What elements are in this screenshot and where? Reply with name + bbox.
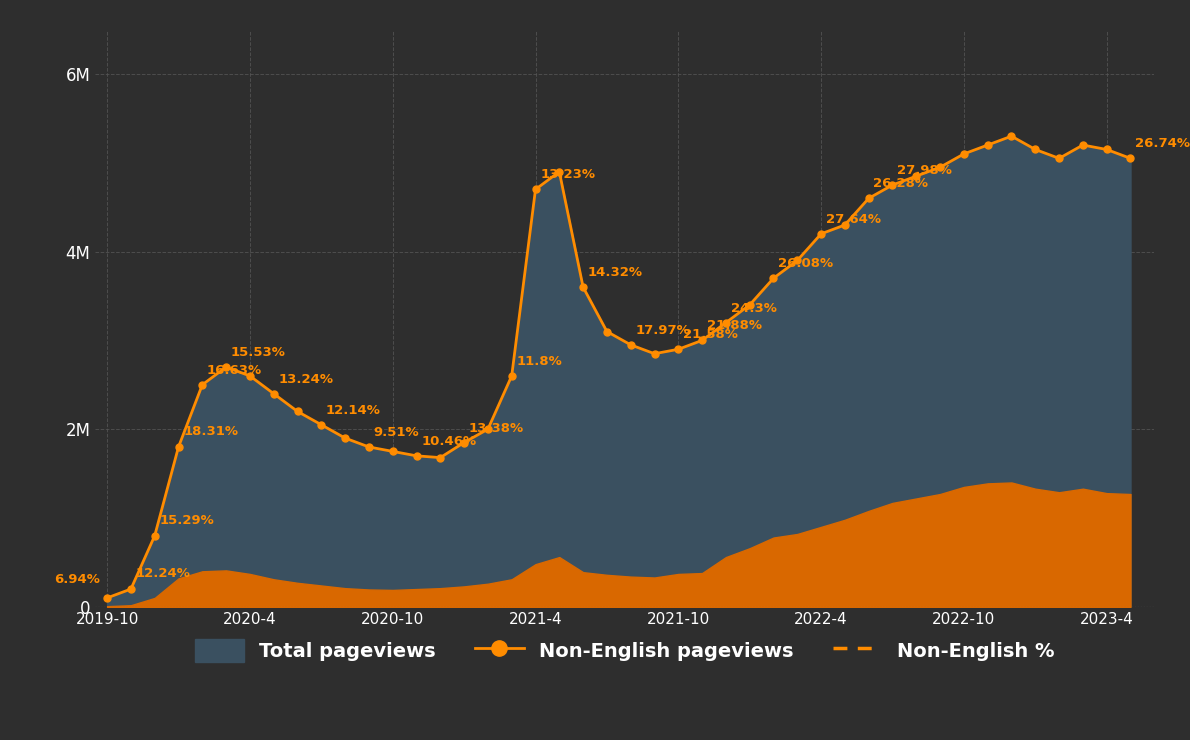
Text: 26.08%: 26.08% (778, 258, 833, 270)
Text: 9.51%: 9.51% (374, 426, 419, 439)
Text: 21.58%: 21.58% (683, 329, 738, 341)
Text: 12.24%: 12.24% (136, 567, 190, 580)
Text: 6.94%: 6.94% (54, 574, 100, 586)
Text: 12.14%: 12.14% (326, 404, 381, 417)
Text: 16.63%: 16.63% (207, 364, 262, 377)
Text: 15.53%: 15.53% (231, 346, 286, 359)
Text: 13.24%: 13.24% (278, 373, 333, 386)
Text: 11.8%: 11.8% (516, 355, 562, 368)
Text: 10.46%: 10.46% (421, 435, 476, 448)
Text: 24.3%: 24.3% (731, 302, 777, 314)
Text: 17.97%: 17.97% (635, 324, 690, 337)
Text: 14.32%: 14.32% (588, 266, 643, 279)
Text: 27.98%: 27.98% (897, 164, 952, 177)
Text: 13.38%: 13.38% (469, 422, 524, 434)
Legend: Total pageviews, Non-English pageviews, Non-English %: Total pageviews, Non-English pageviews, … (186, 629, 1064, 672)
Text: 26.28%: 26.28% (873, 178, 928, 190)
Text: 27.64%: 27.64% (826, 213, 881, 226)
Text: 26.74%: 26.74% (1135, 138, 1190, 150)
Text: 15.29%: 15.29% (159, 514, 214, 527)
Text: 21.88%: 21.88% (707, 320, 762, 332)
Text: 18.31%: 18.31% (183, 425, 238, 438)
Text: 13.23%: 13.23% (540, 169, 595, 181)
